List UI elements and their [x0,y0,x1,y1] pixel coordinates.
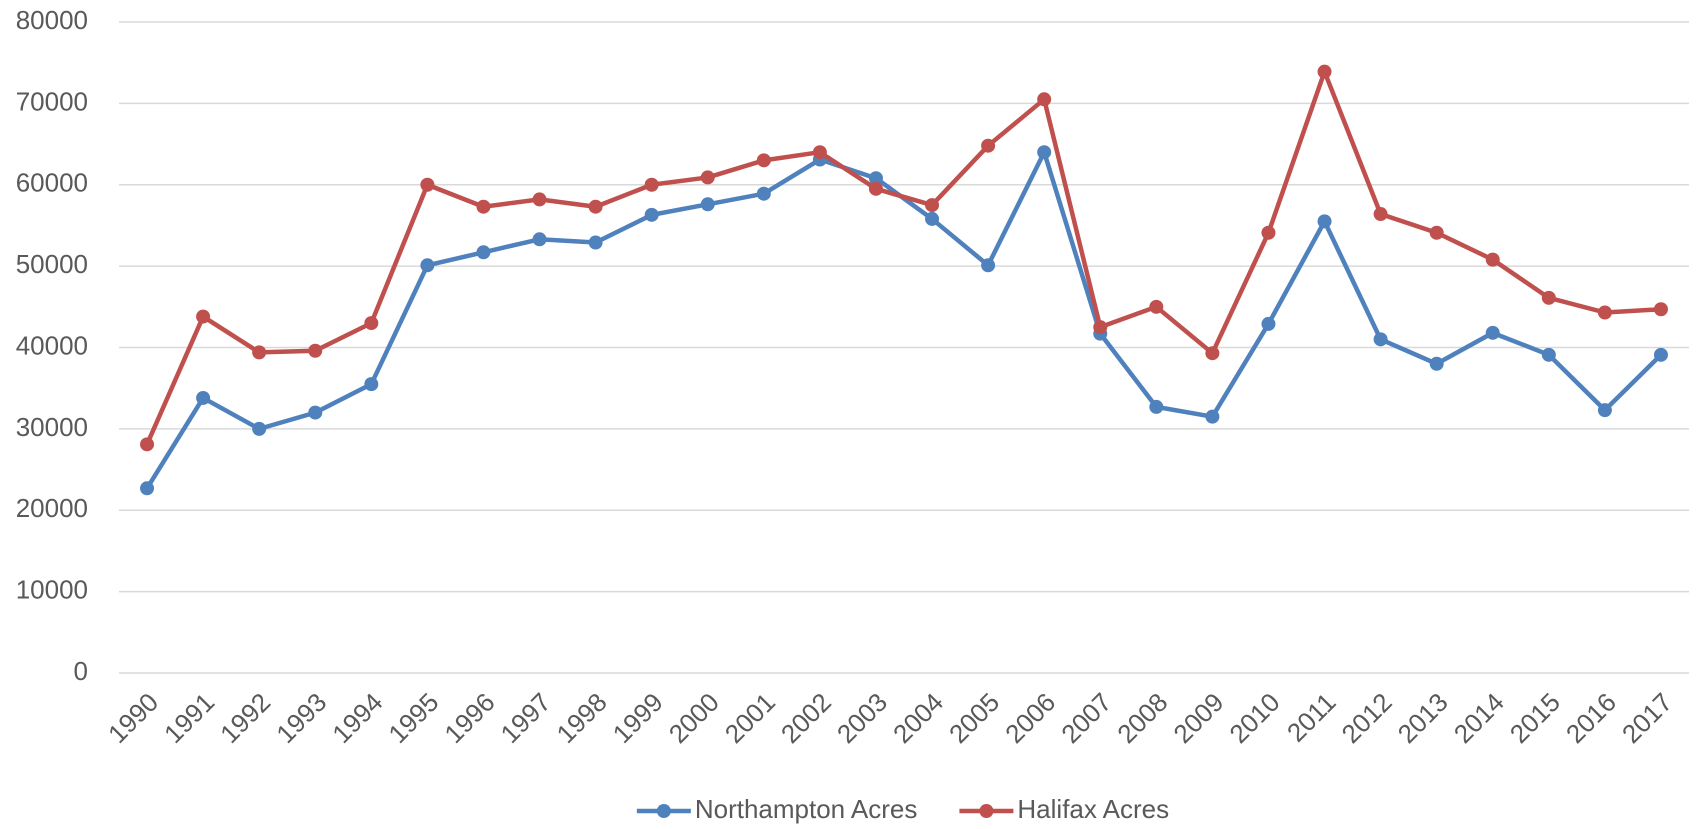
point-marker [812,145,827,160]
point-marker [308,343,323,358]
x-tick-label: 2006 [999,687,1061,749]
point-marker [981,138,996,153]
x-tick-label: 2007 [1055,687,1117,749]
x-tick-label: 2008 [1111,687,1173,749]
x-tick-label: 1994 [326,687,388,749]
point-marker [1205,409,1220,424]
x-tick-label: 1998 [551,687,613,749]
y-tick-label: 40000 [16,330,88,360]
x-tick-label: 2011 [1281,687,1342,748]
x-tick-label: 2005 [943,687,1005,749]
point-marker [925,211,940,226]
point-marker [476,245,491,260]
point-marker [1485,252,1500,267]
point-marker [1597,305,1612,320]
point-marker [252,421,267,436]
x-tick-label: 1990 [102,687,164,749]
legend-marker [979,804,994,818]
point-marker [196,390,211,405]
x-tick-label: 2001 [719,687,781,749]
point-marker [476,199,491,214]
x-tick-label: 1993 [270,687,332,749]
point-marker [644,207,659,222]
point-marker [196,309,211,324]
point-marker [364,316,379,331]
x-tick-label: 2014 [1448,687,1510,749]
point-marker [756,153,771,168]
point-marker [756,186,771,201]
point-marker [1373,332,1388,347]
point-marker [140,437,155,452]
y-tick-label: 20000 [16,493,88,523]
y-tick-label: 10000 [16,575,88,605]
point-marker [1317,214,1332,229]
point-marker [700,197,715,212]
point-marker [532,192,547,207]
point-marker [532,232,547,247]
point-marker [1597,403,1612,418]
point-marker [1205,346,1220,361]
x-tick-label: 2017 [1616,687,1678,749]
legend-marker [656,804,671,818]
point-marker [1429,356,1444,371]
point-marker [1093,320,1108,335]
x-tick-label: 2015 [1504,687,1566,749]
x-tick-label: 2003 [831,687,893,749]
point-marker [420,177,435,192]
x-tick-label: 1991 [158,687,220,749]
point-marker [1037,92,1052,107]
point-marker [1037,145,1052,160]
x-tick-label: 2013 [1392,687,1454,749]
point-marker [925,198,940,213]
point-marker [700,170,715,185]
x-tick-label: 2002 [775,687,837,749]
point-marker [1373,207,1388,222]
x-tick-label: 2012 [1336,687,1398,749]
x-tick-label: 2010 [1223,687,1285,749]
y-tick-label: 0 [74,656,88,686]
x-tick-label: 1999 [607,687,669,749]
series-line [144,69,1662,446]
point-marker [308,405,323,420]
point-marker [140,481,155,496]
point-marker [252,345,267,360]
y-tick-label: 50000 [16,249,88,279]
point-marker [1541,290,1556,305]
point-marker [1429,225,1444,240]
x-tick-label: 1996 [438,687,500,749]
y-tick-label: 30000 [16,412,88,442]
point-marker [1149,399,1164,414]
y-tick-label: 80000 [16,5,88,35]
x-tick-label: 2009 [1167,687,1229,749]
point-marker [1485,325,1500,340]
legend-label: Northampton Acres [695,794,918,824]
point-marker [868,171,883,186]
x-tick-label: 1997 [495,687,557,749]
point-marker [1261,225,1276,240]
x-tick-label: 1995 [382,687,444,749]
x-tick-label: 2004 [887,687,949,749]
x-tick-label: 1992 [214,687,276,749]
point-marker [1541,347,1556,362]
point-marker [1653,347,1668,362]
y-tick-label: 70000 [16,86,88,116]
point-marker [1653,302,1668,317]
x-tick-label: 2016 [1560,687,1622,749]
legend-label: Halifax Acres [1017,794,1169,824]
point-marker [1261,316,1276,331]
point-marker [588,199,603,214]
y-tick-label: 60000 [16,168,88,198]
point-marker [364,377,379,392]
x-tick-label: 2000 [663,687,725,749]
point-marker [644,177,659,192]
point-marker [868,181,883,196]
point-marker [1149,299,1164,314]
point-marker [420,258,435,273]
point-marker [1317,64,1332,79]
point-marker [981,258,996,273]
point-marker [588,235,603,250]
